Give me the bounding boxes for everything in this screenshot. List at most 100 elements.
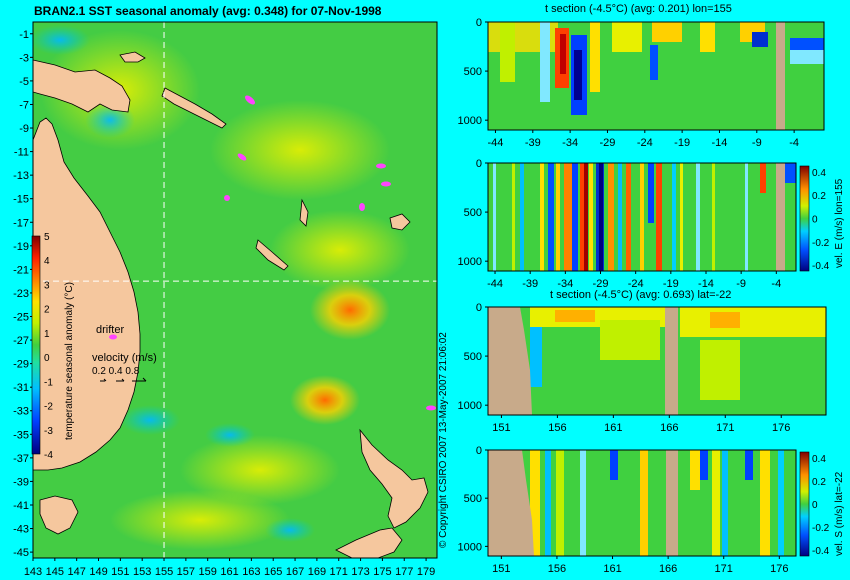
panel1-y-ticks: 0 500 1000: [458, 17, 488, 127]
map-y-tick-label: -17: [13, 217, 29, 229]
section-y-tick-label: 1000: [458, 400, 482, 412]
drifters: [109, 95, 436, 411]
velocity-legend-label: velocity (m/s): [92, 352, 157, 364]
solomon-islands: [161, 87, 227, 129]
panel4-y-ticks: 0 500 1000: [458, 445, 488, 553]
new-zealand-north: [359, 428, 429, 529]
map-y-tick-label: -15: [13, 194, 29, 206]
new-caledonia: [255, 239, 289, 271]
map-y-tick-label: -21: [13, 264, 29, 276]
map-title: BRAN2.1 SST seasonal anomaly (avg: 0.348…: [34, 4, 382, 18]
section-y-tick-label: 0: [476, 302, 482, 314]
panel4-frame: [487, 449, 797, 557]
section-y-tick-label: 0: [476, 158, 482, 170]
map-y-tick-label: -23: [13, 288, 29, 300]
section-x-tick-label: -24: [628, 278, 644, 290]
map-y-tick-label: -43: [13, 524, 29, 536]
map-y-tick-label: -45: [13, 547, 29, 559]
panel3-land-column: [665, 307, 678, 415]
map-colorbar-ticks: 5 4 3 2 1 0 -1 -2 -3 -4: [44, 232, 53, 461]
section-x-tick-label: -29: [593, 278, 609, 290]
section-x-tick-label: -4: [771, 278, 781, 290]
section-y-tick-label: 0: [476, 445, 482, 457]
section-x-tick-label: -4: [789, 137, 799, 149]
section-x-tick-label: 156: [548, 563, 566, 575]
map-y-ticks: -1 -3 -5 -7 -9 -11 -13 -15 -17 -19 -21 -23 -25 -27 -29…: [13, 29, 33, 559]
panel2-land-column: [776, 163, 785, 271]
map-y-tick-label: -19: [13, 241, 29, 253]
tasmania: [39, 495, 79, 535]
map-x-tick-label: 177: [395, 566, 413, 578]
panel1-x-ticks: -44 -39 -34 -29 -24 -19 -14 -9 -4: [488, 130, 799, 149]
section-x-tick-label: 161: [603, 563, 621, 575]
map-colorbar-bar: [31, 235, 41, 455]
panel1-field: [488, 22, 824, 115]
velocity-colorbar-tick-label: 0.4: [812, 168, 826, 179]
map-y-tick-label: -11: [14, 147, 29, 159]
drifter-legend-marker: [109, 334, 117, 340]
map-x-tick-label: 151: [111, 566, 129, 578]
panel1-title: t section (-4.5°C) (avg: 0.201) lon=155: [545, 3, 732, 15]
map-x-tick-label: 165: [264, 566, 282, 578]
cape-york-australia: [32, 117, 141, 471]
panel1-frame: [487, 21, 825, 131]
map-colorbar-tick-label: 0: [44, 353, 50, 364]
section-x-tick-label: -9: [736, 278, 746, 290]
map-x-tick-label: 167: [286, 566, 304, 578]
section-y-tick-label: 500: [464, 66, 482, 78]
map-x-tick-label: 179: [417, 566, 435, 578]
map-y-tick-label: -35: [13, 429, 29, 441]
map-x-tick-label: 153: [133, 566, 151, 578]
section-x-tick-label: -19: [663, 278, 679, 290]
panel2-vel-e-lon155: 0.4 0.2 0 -0.2 -0.4 vel. E (m/s) lon=155 -44…: [458, 158, 845, 290]
section-x-tick-label: 151: [492, 563, 510, 575]
map-colorbar-label: temperature seasonal anomaly (°C): [64, 282, 75, 440]
map-colorbar-tick-label: 4: [44, 256, 50, 267]
section-x-tick-label: -14: [698, 278, 714, 290]
land-masses: [32, 51, 429, 559]
map-y-tick-label: -39: [13, 476, 29, 488]
map-x-tick-label: 155: [155, 566, 173, 578]
map-y-tick-label: -33: [13, 406, 29, 418]
copyright-text: © Copyright CSIRO 2007 13-May-2007 21:06…: [438, 332, 449, 548]
section-x-tick-label: 166: [659, 563, 677, 575]
velocity-colorbar-tick-label: -0.4: [812, 261, 830, 272]
panel3-t-section-lat-22: 151 156 161 166 171 176 0 500 1000: [458, 302, 827, 434]
section-y-tick-label: 500: [464, 207, 482, 219]
map-x-tick-label: 149: [89, 566, 107, 578]
anomaly-field: [30, 25, 410, 550]
panel2-field: [493, 163, 796, 271]
panel2-frame: [487, 162, 797, 272]
map-colorbar-tick-label: -2: [44, 402, 53, 413]
map-x-tick-label: 143: [24, 566, 42, 578]
section-x-tick-label: -14: [712, 137, 728, 149]
panel3-x-ticks: 151 156 161 166 171 176: [492, 415, 790, 434]
map-y-tick-label: -7: [19, 99, 29, 111]
velocity-colorbar-tick-label: -0.2: [812, 523, 830, 534]
velocity-colorbar-tick-label: -0.4: [812, 546, 830, 557]
map-x-tick-label: 159: [199, 566, 217, 578]
map-colorbar-tick-label: 5: [44, 232, 50, 243]
panel4-land-coast: [488, 450, 534, 556]
map-y-tick-label: -13: [13, 170, 29, 182]
map-y-tick-label: -25: [13, 312, 29, 324]
map-colorbar-tick-label: 2: [44, 305, 50, 316]
panel3-field: [530, 307, 826, 400]
panel3-title: t section (-4.5°C) (avg: 0.693) lat=-22: [550, 289, 732, 301]
map-y-tick-label: -37: [13, 453, 29, 465]
velocity-colorbar-tick-label: 0.4: [812, 454, 826, 465]
map-y-tick-label: -3: [19, 52, 29, 64]
section-y-tick-label: 500: [464, 351, 482, 363]
drifter-marker: [237, 153, 247, 161]
panel1-land-column: [776, 22, 785, 130]
map-x-tick-label: 171: [330, 566, 348, 578]
map-colorbar: 5 4 3 2 1 0 -1 -2 -3 -4 temperature seasonal anom…: [31, 232, 75, 461]
map-x-tick-label: 173: [351, 566, 369, 578]
velocity-colorbar-tick-label: -0.2: [812, 238, 830, 249]
map-colorbar-tick-label: -1: [44, 377, 53, 388]
velocity-colorbar-tick-label: 0: [812, 215, 818, 226]
map-y-tick-label: -5: [19, 76, 29, 88]
velocity-colorbar-tick-label: 0.2: [812, 191, 826, 202]
map-x-tick-label: 157: [177, 566, 195, 578]
section-x-tick-label: 156: [548, 422, 566, 434]
